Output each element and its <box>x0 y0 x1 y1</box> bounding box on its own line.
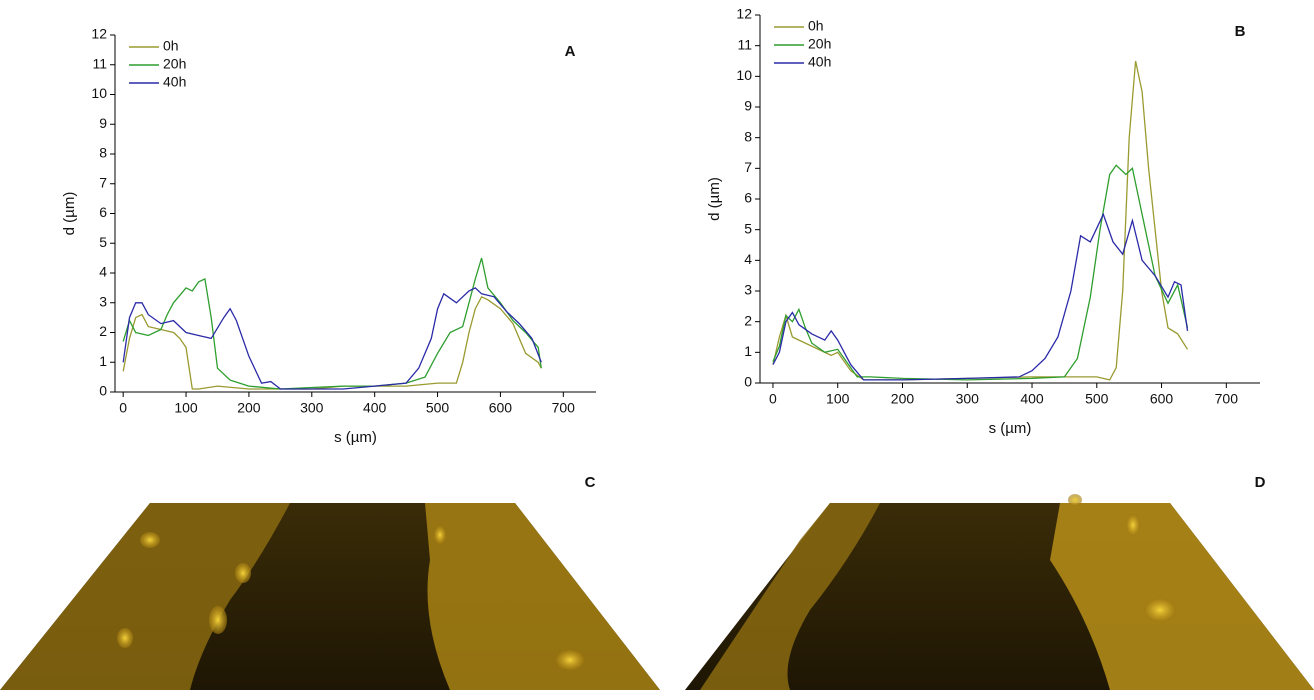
y-tick-label: 7 <box>99 174 107 190</box>
y-tick-label: 8 <box>99 145 107 161</box>
y-tick-label: 10 <box>736 67 752 83</box>
x-tick-label: 500 <box>1085 391 1109 407</box>
x-tick-label: 500 <box>426 400 450 416</box>
y-tick-label: 4 <box>99 264 107 280</box>
legend-label: 40h <box>808 54 831 70</box>
y-tick-label: 1 <box>744 343 752 359</box>
legend-label: 20h <box>163 56 186 72</box>
data-line <box>122 257 542 390</box>
x-tick-label: 0 <box>769 391 777 407</box>
x-tick-label: 0 <box>119 400 127 416</box>
x-tick-label: 200 <box>891 391 915 407</box>
data-line <box>772 60 1189 381</box>
y-tick-label: 7 <box>744 159 752 175</box>
x-tick-label: 700 <box>552 400 576 416</box>
y-tick-label: 1 <box>99 353 107 369</box>
y-tick-label: 12 <box>91 26 107 42</box>
y-tick-label: 0 <box>99 383 107 399</box>
x-tick-label: 600 <box>1150 391 1174 407</box>
data-line <box>122 287 542 390</box>
y-tick-label: 5 <box>99 234 107 250</box>
x-tick-label: 400 <box>363 400 387 416</box>
surface-c <box>0 503 660 690</box>
y-tick-label: 3 <box>99 293 107 309</box>
x-tick-label: 400 <box>1020 391 1044 407</box>
x-tick-label: 300 <box>956 391 980 407</box>
y-tick-label: 8 <box>744 128 752 144</box>
panel-label: C <box>585 474 596 491</box>
x-tick-label: 200 <box>237 400 261 416</box>
x-axis-label: s (µm) <box>334 429 377 446</box>
y-tick-label: 3 <box>744 282 752 298</box>
y-axis-label: d (µm) <box>706 177 723 221</box>
x-tick-label: 300 <box>300 400 324 416</box>
data-line <box>772 212 1189 381</box>
panel-title: B <box>1235 23 1246 40</box>
data-line <box>122 295 542 390</box>
y-tick-label: 0 <box>744 374 752 390</box>
y-tick-label: 9 <box>744 98 752 114</box>
panel-label: D <box>1255 474 1266 491</box>
y-axis-label: d (µm) <box>61 192 78 236</box>
x-axis-label: s (µm) <box>989 420 1032 437</box>
x-tick-label: 600 <box>489 400 513 416</box>
x-tick-label: 100 <box>826 391 850 407</box>
y-tick-label: 11 <box>737 36 752 52</box>
y-tick-label: 9 <box>99 115 107 131</box>
y-tick-label: 2 <box>99 323 107 339</box>
legend-label: 0h <box>163 38 179 54</box>
y-tick-label: 2 <box>744 312 752 328</box>
legend-label: 40h <box>163 74 186 90</box>
y-tick-label: 4 <box>744 251 752 267</box>
y-tick-label: 5 <box>744 220 752 236</box>
data-line <box>772 164 1189 381</box>
panel-title: A <box>565 43 576 60</box>
x-tick-label: 100 <box>174 400 198 416</box>
surface-d <box>685 494 1314 690</box>
y-tick-label: 11 <box>92 55 107 71</box>
y-tick-label: 12 <box>736 6 752 22</box>
x-tick-label: 700 <box>1215 391 1239 407</box>
y-tick-label: 6 <box>744 190 752 206</box>
y-tick-label: 6 <box>99 204 107 220</box>
legend-label: 0h <box>808 18 824 34</box>
legend-label: 20h <box>808 36 831 52</box>
y-tick-label: 10 <box>91 85 107 101</box>
